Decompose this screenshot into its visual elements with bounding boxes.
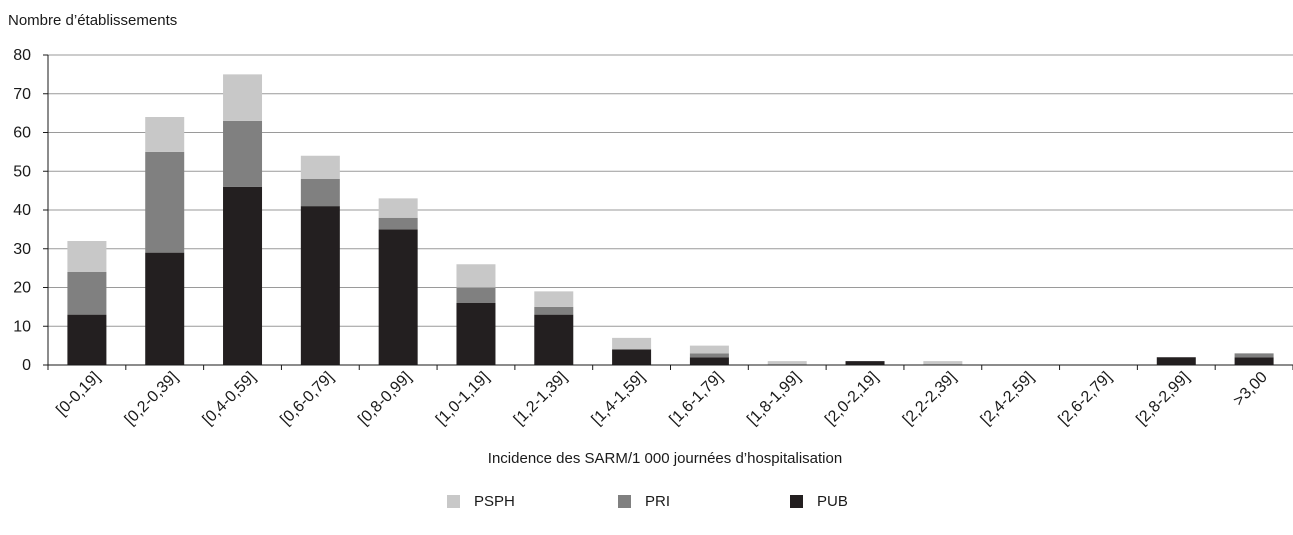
y-tick-label: 30: [13, 241, 31, 258]
bar-segment-pri: [300, 179, 340, 207]
axes: [43, 54, 1293, 370]
legend: PSPH PRI PUB: [0, 493, 1293, 515]
bar-segment-pub: [223, 186, 263, 365]
x-tick-label: [2,8-2,99]: [1133, 369, 1193, 429]
bar-segment-pub: [300, 206, 340, 365]
x-tick-label: [0-0,19]: [53, 369, 103, 419]
x-tick-label: [2,6-2,79]: [1055, 369, 1115, 429]
y-tick-label: 70: [13, 86, 31, 103]
x-tick-label: [1,8-1,99]: [744, 369, 804, 429]
bar-segment-psph: [923, 361, 963, 365]
bar-segment-pub: [612, 349, 652, 365]
bar-segment-pub: [689, 357, 729, 365]
legend-item-psph: PSPH: [447, 493, 515, 510]
bar-segment-pri: [67, 272, 107, 315]
x-tick-label: [0,8-0,99]: [355, 369, 415, 429]
x-tick-label: [1,6-1,79]: [666, 369, 726, 429]
y-tick-label: 40: [13, 202, 31, 219]
y-tick-label: 80: [13, 47, 31, 64]
x-tick-label: [1,0-1,19]: [433, 369, 493, 429]
bar-segment-psph: [456, 264, 496, 288]
bar-segment-pri: [456, 287, 496, 303]
legend-label-pub: PUB: [817, 493, 848, 510]
y-tick-label: 20: [13, 280, 31, 297]
legend-label-psph: PSPH: [474, 493, 515, 510]
x-tick-label: [2,0-2,19]: [822, 369, 882, 429]
gridlines: [48, 54, 1293, 327]
x-tick-label: [2,4-2,59]: [978, 369, 1038, 429]
legend-swatch-psph: [447, 495, 460, 508]
bar-segment-psph: [534, 291, 574, 307]
x-tick-label: [2,2-2,39]: [900, 369, 960, 429]
bar-segment-pub: [534, 314, 574, 365]
bar-segment-pri: [145, 151, 185, 253]
y-tick-label: 10: [13, 318, 31, 335]
x-axis-title: Incidence des SARM/1 000 journées d’hosp…: [488, 450, 842, 467]
bar-segment-psph: [145, 117, 185, 152]
bar-segment-pub: [845, 361, 885, 365]
bar-segment-pri: [378, 217, 418, 230]
bar-segment-pub: [1234, 357, 1274, 365]
bar-segment-psph: [767, 361, 807, 365]
bar-segment-pri: [689, 353, 729, 358]
y-axis-title: Nombre d’établissements: [8, 12, 178, 29]
x-tick-label: [1,4-1,59]: [589, 369, 649, 429]
bar-segment-psph: [67, 241, 107, 272]
bar-segment-psph: [378, 198, 418, 218]
y-tick-label: 0: [22, 357, 31, 374]
bar-segment-psph: [612, 337, 652, 350]
x-tick-label: [0,4-0,59]: [200, 369, 260, 429]
bar-segment-pri: [223, 120, 263, 187]
y-tick-label: 50: [13, 163, 31, 180]
legend-swatch-pub: [790, 495, 803, 508]
bar-segment-pub: [67, 314, 107, 365]
bar-segment-pri: [1234, 353, 1274, 358]
legend-swatch-pri: [618, 495, 631, 508]
bar-segment-pub: [456, 303, 496, 365]
bar-segment-pub: [378, 229, 418, 365]
y-tick-labels: 0 10 20 30 40 50 60 70 80: [13, 47, 31, 374]
bar-segment-psph: [689, 345, 729, 354]
x-tick-label: >3,00: [1230, 369, 1271, 410]
y-tick-label: 60: [13, 125, 31, 142]
legend-label-pri: PRI: [645, 493, 671, 510]
stacked-bar-chart: 0 10 20 30 40 50 60 70 80 [0-0,19] [0,2-0,39] [0,4…: [13, 47, 1293, 467]
x-tick-label: [1,2-1,39]: [511, 369, 571, 429]
bar-segment-pub: [1156, 357, 1196, 365]
bar-segment-psph: [223, 74, 263, 121]
bars: [67, 74, 1274, 365]
bar-segment-psph: [300, 155, 340, 179]
bar-segment-pub: [145, 252, 185, 365]
legend-item-pub: PUB: [790, 493, 848, 510]
x-tick-label: [0,6-0,79]: [277, 369, 337, 429]
x-tick-label: [0,2-0,39]: [122, 369, 182, 429]
x-tick-labels: [0-0,19] [0,2-0,39] [0,4-0,59] [0,6-0,79] [0…: [53, 369, 1271, 429]
bar-segment-pri: [534, 306, 574, 315]
legend-item-pri: PRI: [618, 493, 670, 510]
